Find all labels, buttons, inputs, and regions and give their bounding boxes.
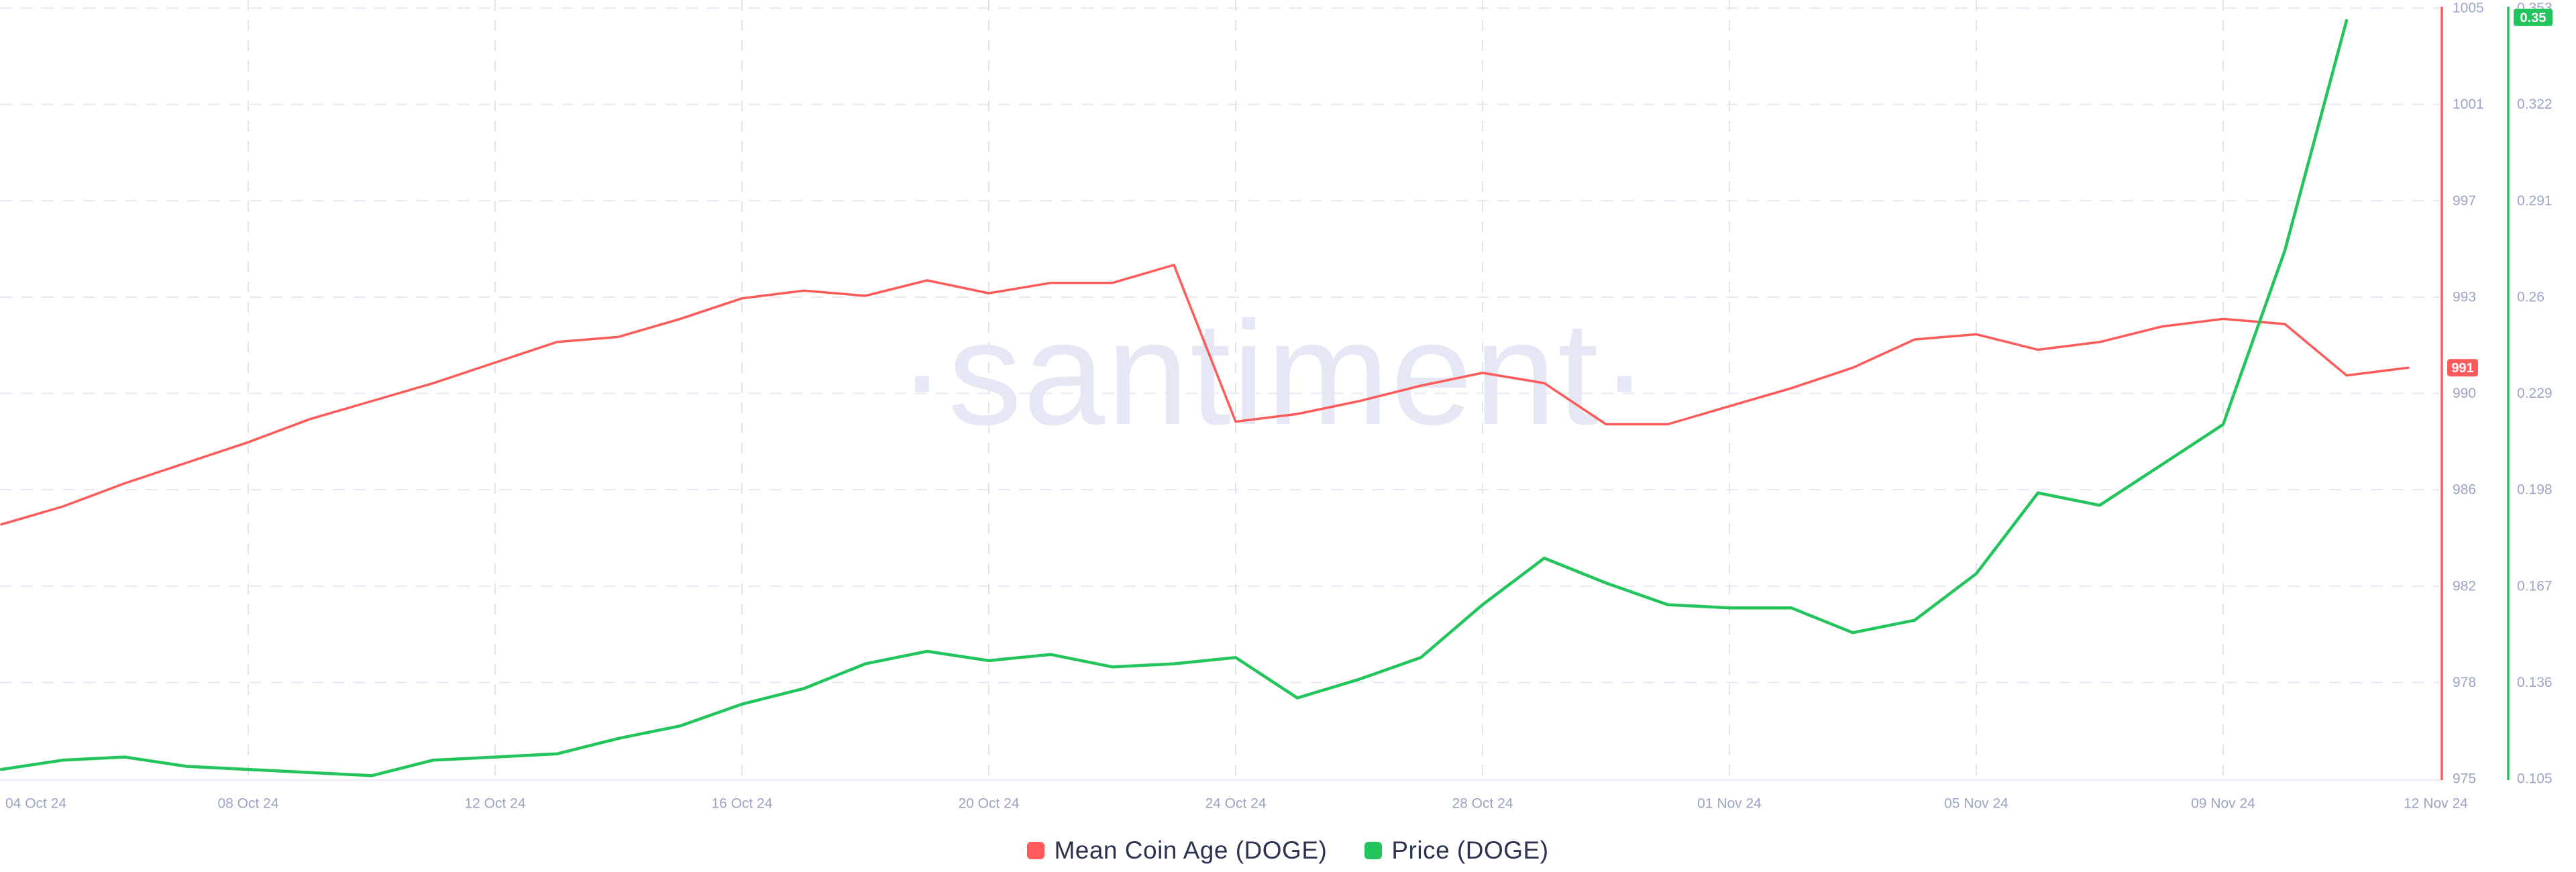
chart-legend: Mean Coin Age (DOGE) Price (DOGE) xyxy=(0,834,2576,867)
x-axis-label: 05 Nov 24 xyxy=(1944,796,2008,812)
x-axis-label: 09 Nov 24 xyxy=(2191,796,2255,812)
legend-item-mean-coin-age[interactable]: Mean Coin Age (DOGE) xyxy=(1027,836,1327,865)
y-axis-label-mean-coin-age: 975 xyxy=(2453,771,2476,787)
y-axis-label-price: 0.322 xyxy=(2517,97,2553,112)
x-axis-label: 04 Oct 24 xyxy=(5,796,66,812)
x-axis-label: 20 Oct 24 xyxy=(958,796,1019,812)
y-axis-label-mean-coin-age: 1005 xyxy=(2453,1,2484,16)
x-axis-label: 16 Oct 24 xyxy=(711,796,772,812)
y-axis-label-mean-coin-age: 993 xyxy=(2453,289,2476,305)
y-axis-label-mean-coin-age: 990 xyxy=(2453,386,2476,401)
y-axis-label-mean-coin-age: 997 xyxy=(2453,193,2476,209)
current-value-badge-mean-coin-age: 991 xyxy=(2451,361,2473,376)
y-axis-label-price: 0.136 xyxy=(2517,675,2553,690)
current-value-badge-price: 0.35 xyxy=(2520,11,2546,25)
y-axis-label-mean-coin-age: 978 xyxy=(2453,675,2476,690)
y-axis-label-mean-coin-age: 1001 xyxy=(2453,97,2484,112)
x-axis-label: 12 Oct 24 xyxy=(464,796,525,812)
price-line xyxy=(0,19,2349,777)
y-axis-label-price: 0.229 xyxy=(2517,386,2553,401)
current-value-badge-price-bg xyxy=(2514,8,2553,26)
y-axis-label-price: 0.26 xyxy=(2517,289,2544,305)
legend-swatch-icon xyxy=(1027,842,1045,859)
x-axis-label: 01 Nov 24 xyxy=(1697,796,1762,812)
y-axis-label-price: 0.198 xyxy=(2517,482,2553,498)
current-value-badge-mean-coin-age-bg xyxy=(2447,359,2478,377)
y-axis-label-mean-coin-age: 982 xyxy=(2453,578,2476,594)
y-axis-label-mean-coin-age: 986 xyxy=(2453,482,2476,498)
legend-item-label: Mean Coin Age (DOGE) xyxy=(1054,836,1328,864)
santiment-watermark: ·santiment· xyxy=(898,290,1650,455)
y-axis-label-price: 0.291 xyxy=(2517,193,2553,209)
x-axis-label: 24 Oct 24 xyxy=(1205,796,1266,812)
y-axis-label-price: 0.167 xyxy=(2517,578,2553,594)
x-axis-label: 08 Oct 24 xyxy=(217,796,278,812)
x-axis-label: 28 Oct 24 xyxy=(1452,796,1513,812)
legend-item-price[interactable]: Price (DOGE) xyxy=(1364,836,1548,865)
mean-coin-age-line xyxy=(0,264,2410,526)
x-axis-label: 12 Nov 24 xyxy=(2404,796,2468,812)
legend-swatch-icon xyxy=(1364,842,1383,859)
legend-item-label: Price (DOGE) xyxy=(1391,836,1549,864)
y-axis-label-price: 0.105 xyxy=(2517,771,2553,787)
